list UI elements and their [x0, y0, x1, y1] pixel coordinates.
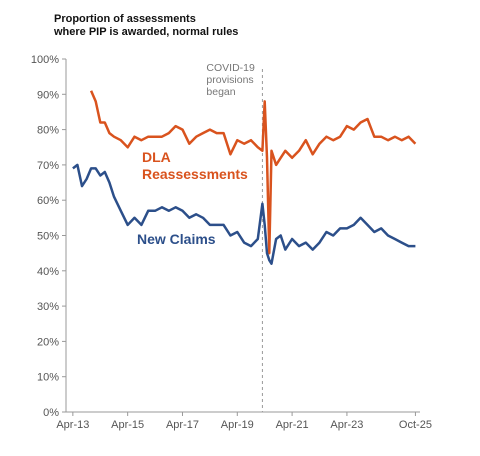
- series-label: DLA Reassessments: [142, 149, 248, 182]
- y-tick-label: 30%: [37, 301, 59, 313]
- y-tick-label: 10%: [37, 372, 59, 384]
- annotation-text: began: [206, 86, 235, 98]
- y-tick-label: 0%: [43, 407, 59, 419]
- chart-title: Proportion of assessments: [54, 13, 196, 25]
- y-tick-label: 70%: [37, 160, 59, 172]
- annotation-text: COVID-19: [206, 62, 255, 74]
- series-label: New Claims: [137, 231, 216, 247]
- x-tick-label: Apr-15: [111, 419, 144, 431]
- x-tick-label: Apr-21: [276, 419, 309, 431]
- x-tick-label: Apr-19: [221, 419, 254, 431]
- y-tick-label: 80%: [37, 125, 59, 137]
- x-tick-label: Apr-17: [166, 419, 199, 431]
- annotation-text: provisions: [206, 74, 253, 86]
- x-tick-label: Oct-25: [399, 419, 432, 431]
- y-tick-label: 50%: [37, 231, 59, 243]
- y-tick-label: 20%: [37, 336, 59, 348]
- y-tick-label: 40%: [37, 266, 59, 278]
- series-line: [72, 163, 416, 265]
- chart-title: where PIP is awarded, normal rules: [53, 26, 238, 38]
- x-tick-label: Apr-13: [56, 419, 89, 431]
- y-tick-label: 60%: [37, 195, 59, 207]
- y-tick-label: 100%: [31, 54, 59, 66]
- series-line: [89, 90, 417, 255]
- x-tick-label: Apr-23: [330, 419, 363, 431]
- y-tick-label: 90%: [37, 89, 59, 101]
